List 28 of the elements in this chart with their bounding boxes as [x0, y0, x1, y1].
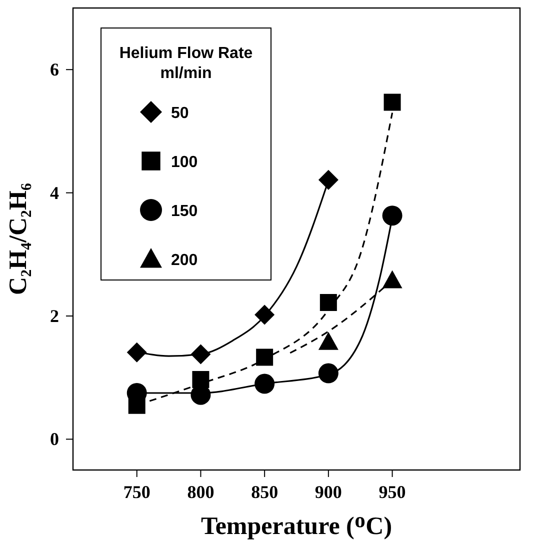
point	[384, 94, 401, 111]
legend-label: 150	[171, 203, 198, 220]
x-tick-label: 850	[251, 482, 278, 502]
x-axis-title: Temperature (ᴼC)	[200, 513, 392, 540]
point	[382, 206, 402, 226]
point	[256, 348, 274, 366]
legend-label: 200	[171, 252, 198, 269]
point	[254, 374, 275, 394]
legend-label: 50	[171, 105, 189, 122]
legend-title: Helium Flow Rate ml/min	[119, 45, 253, 82]
y-tick-label: 0	[50, 429, 59, 450]
x-tick-label: 750	[123, 482, 150, 502]
point	[318, 363, 338, 384]
point	[318, 170, 338, 190]
point	[318, 332, 338, 350]
y-tick-label: 2	[50, 306, 59, 326]
point	[320, 294, 337, 311]
point	[126, 342, 147, 362]
y-tick-label: 6	[50, 60, 59, 80]
y-tick-label: 4	[50, 182, 59, 203]
point	[254, 304, 275, 325]
legend-label: 100	[171, 154, 198, 171]
x-tick-label: 900	[314, 482, 342, 502]
x-tick-label: 800	[187, 482, 214, 502]
point	[190, 344, 211, 364]
point	[382, 270, 402, 288]
x-tick-label: 950	[378, 482, 406, 502]
y-axis-title: C₂H₄/C₂H₆	[5, 182, 32, 295]
